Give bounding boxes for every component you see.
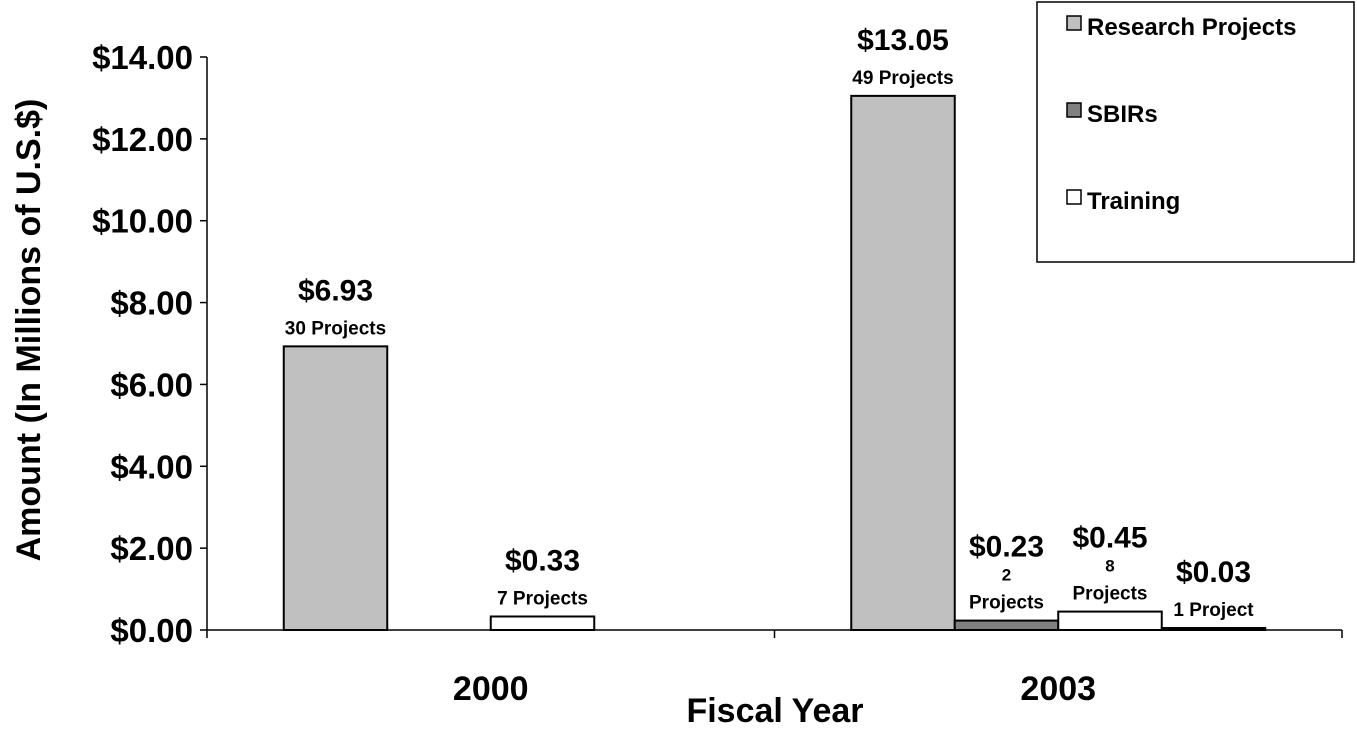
y-tick-label: $4.00 <box>110 448 193 485</box>
bar <box>491 616 595 630</box>
legend-label: Training <box>1087 188 1180 215</box>
y-tick-label: $12.00 <box>92 121 193 158</box>
bar-count-label: 7 Projects <box>497 588 588 609</box>
bar-count-label: Projects <box>969 593 1044 614</box>
legend-swatch <box>1067 190 1081 204</box>
bar <box>1162 628 1266 630</box>
legend-label: Research Projects <box>1087 14 1296 41</box>
bar-value-label: $6.93 <box>298 274 373 307</box>
legend: Research Projects SBIRs Training <box>1037 2 1354 262</box>
bar <box>955 621 1059 630</box>
y-axis-title: Amount (In Millions of U.S.$) <box>10 99 48 562</box>
x-tick-label: 2003 <box>1020 670 1096 708</box>
y-tick-label: $8.00 <box>110 285 193 322</box>
bar-value-label: $0.45 <box>1072 522 1147 555</box>
bar-count-label: Projects <box>1073 584 1148 605</box>
y-tick-label: $10.00 <box>92 203 193 240</box>
bar-value-label: $0.33 <box>505 544 580 577</box>
x-tick-label: 2000 <box>453 670 529 708</box>
legend-label: SBIRs <box>1087 101 1158 128</box>
legend-swatch <box>1067 103 1081 117</box>
y-tick-label: $14.00 <box>92 39 193 76</box>
bar <box>851 96 955 630</box>
bar-value-label: $0.23 <box>969 531 1044 564</box>
bar-count-label: 30 Projects <box>285 318 386 339</box>
y-tick-label: $0.00 <box>110 612 193 649</box>
bar-value-label: $0.03 <box>1176 556 1251 589</box>
bar-count-label: 1 Project <box>1173 600 1254 621</box>
bar-count-label: 49 Projects <box>852 68 953 89</box>
legend-swatch <box>1067 16 1081 30</box>
bar-value-label: $13.05 <box>857 24 949 57</box>
legend-box <box>1037 2 1354 262</box>
bar <box>1058 612 1162 630</box>
bar-count-label: 8 <box>1105 557 1114 576</box>
bar <box>284 346 388 630</box>
y-tick-label: $2.00 <box>110 530 193 567</box>
x-axis-title: Fiscal Year <box>686 692 863 730</box>
bar-count-label: 2 <box>1002 566 1011 585</box>
y-tick-label: $6.00 <box>110 366 193 403</box>
